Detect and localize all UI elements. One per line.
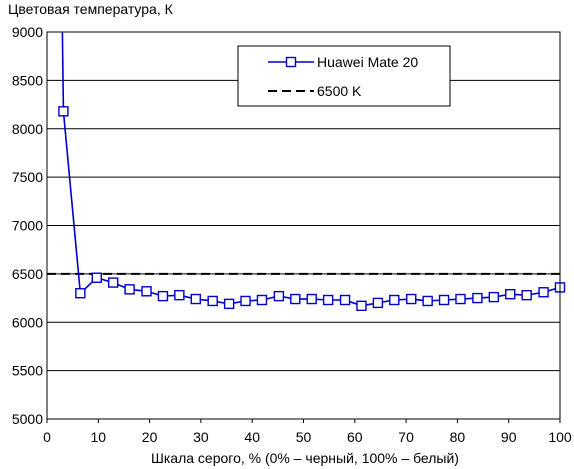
data-point bbox=[174, 289, 185, 301]
y-tick-label-8000: 8000 bbox=[12, 121, 43, 137]
data-point bbox=[58, 106, 69, 117]
plot-frame bbox=[46, 31, 561, 420]
grid-lines bbox=[47, 79, 560, 372]
data-point bbox=[223, 298, 235, 310]
y-axis-title: Цветовая температура, К bbox=[8, 1, 173, 17]
data-point bbox=[438, 294, 450, 306]
y-tick-label-6500: 6500 bbox=[12, 266, 43, 282]
x-tick-label-20: 20 bbox=[142, 429, 158, 445]
data-point bbox=[124, 284, 135, 295]
y-tick-label-5000: 5000 bbox=[12, 411, 43, 427]
x-tick-label-90: 90 bbox=[501, 429, 517, 445]
y-tick-label-9000: 9000 bbox=[12, 24, 43, 40]
data-point bbox=[157, 290, 169, 302]
data-point bbox=[356, 300, 367, 312]
legend-label-huawei: Huawei Mate 20 bbox=[317, 54, 418, 70]
x-tick-label-10: 10 bbox=[91, 429, 107, 445]
legend-box bbox=[237, 45, 451, 107]
data-point bbox=[505, 288, 516, 300]
data-point bbox=[538, 287, 549, 298]
data-point bbox=[322, 294, 334, 306]
data-point bbox=[141, 286, 152, 297]
data-point bbox=[190, 293, 201, 305]
x-axis-title: Шкала серого, % (0% – черный, 100% – бел… bbox=[151, 450, 459, 466]
data-point bbox=[455, 293, 466, 305]
data-point bbox=[273, 290, 285, 302]
x-tick-label-30: 30 bbox=[193, 429, 209, 445]
y-tick-label-6000: 6000 bbox=[12, 314, 43, 330]
data-point bbox=[107, 277, 119, 288]
data-point bbox=[207, 295, 218, 307]
data-point bbox=[372, 297, 384, 309]
x-tick-label-40: 40 bbox=[244, 429, 260, 445]
x-tick-label-60: 60 bbox=[347, 429, 363, 445]
y-tick-labels: 5000 5500 6000 6500 7000 7500 8000 8500 9000 bbox=[12, 24, 43, 427]
data-point bbox=[422, 295, 433, 307]
series-layer bbox=[47, 31, 566, 312]
data-point bbox=[339, 294, 351, 306]
legend-marker-huawei bbox=[285, 56, 297, 68]
data-point bbox=[306, 293, 317, 305]
x-tick-label-80: 80 bbox=[450, 429, 466, 445]
x-tick-label-100: 100 bbox=[548, 429, 572, 445]
data-point bbox=[406, 293, 417, 305]
y-tick-label-5500: 5500 bbox=[12, 363, 43, 379]
y-tick-label-8500: 8500 bbox=[12, 72, 43, 88]
x-tick-labels: 0 10 20 30 40 50 60 70 80 90 100 bbox=[43, 419, 572, 445]
y-tick-label-7500: 7500 bbox=[12, 169, 43, 185]
y-tick-label-7000: 7000 bbox=[12, 218, 43, 234]
x-tick-label-50: 50 bbox=[296, 429, 312, 445]
data-point bbox=[290, 293, 301, 305]
x-tick-label-0: 0 bbox=[43, 429, 51, 445]
data-point bbox=[472, 292, 483, 304]
data-point bbox=[75, 288, 86, 299]
x-tick-label-70: 70 bbox=[398, 429, 414, 445]
legend: Huawei Mate 20 6500 K bbox=[237, 45, 451, 107]
data-point bbox=[240, 295, 251, 307]
data-point bbox=[389, 294, 400, 306]
data-point bbox=[91, 272, 102, 283]
data-point bbox=[521, 289, 532, 301]
data-point bbox=[256, 294, 268, 306]
legend-label-6500k: 6500 K bbox=[317, 83, 362, 99]
data-point bbox=[488, 291, 500, 303]
